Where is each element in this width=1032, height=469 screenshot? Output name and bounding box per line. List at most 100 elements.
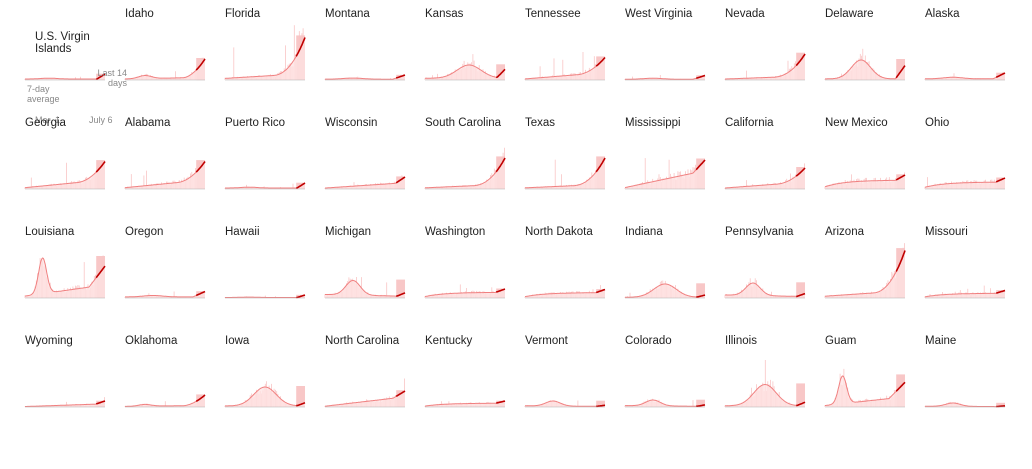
small-multiple-kentucky: Kentucky [424,327,525,436]
seven-day-average-line [825,271,897,297]
average-area [925,403,1005,407]
small-multiple-indiana: Indiana [624,218,725,327]
recent-average-line [795,53,806,67]
small-multiple-nevada: Nevada [724,0,825,109]
recent-average-line [95,265,106,279]
small-multiple-louisiana: Louisiana [24,218,125,327]
mini-chart [224,182,306,190]
small-multiple-idaho: Idaho [124,0,225,109]
recent-average-line [895,381,906,392]
mini-chart [124,290,206,299]
mini-chart [424,147,506,190]
mini-chart [824,48,906,81]
recent-average-line [195,394,206,403]
average-area [825,250,905,298]
recent-average-line [195,58,206,71]
average-area [525,289,605,298]
state-label: Wyoming [25,335,73,347]
small-multiple-north-carolina: North Carolina [324,327,425,436]
mini-chart [624,74,706,81]
average-area [525,57,605,80]
state-label: Kansas [425,8,464,20]
annotation-start-date: Mar. 1 [35,115,61,125]
seven-day-average-line [125,400,197,407]
recent-average-line [696,404,706,407]
state-label: Michigan [325,226,372,238]
state-label: Delaware [825,8,874,20]
small-multiple-texas: Texas [524,109,625,218]
seven-day-average-line [225,186,297,189]
recent-average-line [96,73,106,80]
recent-average-line [495,157,506,173]
mini-chart [324,277,406,299]
mini-chart [624,158,706,190]
average-area [725,283,805,298]
seven-day-average-line [24,257,97,297]
recent-average-line [695,159,706,171]
recent-14-day-band [896,59,905,80]
state-label: Mississippi [625,117,681,129]
seven-day-average-line [725,282,797,297]
seven-day-average-line [825,375,897,406]
state-label: Montana [325,8,370,20]
small-multiple-tennessee: Tennessee [524,0,625,109]
recent-average-line [496,68,506,79]
state-label: Ohio [925,117,950,129]
small-multiple-florida: Florida [224,0,325,109]
mini-chart [624,280,706,299]
mini-chart [924,177,1006,190]
mini-chart [424,54,506,81]
state-label: Georgia [25,117,66,129]
recent-average-line [195,161,206,173]
state-label: Maine [925,335,957,347]
recent-14-day-band [696,283,705,298]
recent-average-line [795,167,806,177]
mini-chart [224,381,306,408]
small-multiple-oklahoma: Oklahoma [124,327,225,436]
recent-average-line [395,390,406,398]
mini-chart [224,294,306,299]
recent-average-line [796,401,806,407]
small-multiple-arizona: Arizona [824,218,925,327]
average-area [125,161,205,189]
recent-average-line [95,161,106,173]
seven-day-average-line [424,402,497,407]
average-area [425,158,505,189]
state-label: Indiana [625,226,663,238]
mini-chart [524,400,606,408]
mini-chart [124,57,206,81]
small-multiple-kansas: Kansas [424,0,525,109]
small-multiple-maine: Maine [924,327,1025,436]
average-area [125,395,205,407]
state-label: Florida [225,8,261,20]
state-label: Missouri [925,226,968,238]
recent-average-line [895,250,906,272]
small-multiple-georgia: Georgia [24,109,125,218]
average-area [825,60,905,80]
small-multiple-wyoming: Wyoming [24,327,125,436]
state-label: North Carolina [325,335,400,347]
mini-chart [424,400,506,408]
seven-day-average-line [925,402,997,408]
seven-day-average-line [924,181,997,188]
state-label: Kentucky [425,335,473,347]
recent-14-day-band [396,279,405,298]
mini-chart [424,284,506,299]
mini-chart [224,25,306,81]
small-multiple-wisconsin: Wisconsin [324,109,425,218]
recent-14-day-band [296,386,305,407]
average-area [925,73,1005,80]
average-area [325,280,405,298]
state-label: West Virginia [625,8,693,20]
mini-chart [24,73,106,81]
seven-day-average-line [124,171,197,189]
recent-14-day-band [496,64,505,81]
recent-average-line [296,182,306,189]
state-label: Hawaii [225,226,260,238]
state-label: Alabama [125,117,171,129]
mini-chart [824,243,906,299]
small-multiple-south-carolina: South Carolina [424,109,525,218]
mini-chart [24,160,106,190]
average-area [525,158,605,189]
